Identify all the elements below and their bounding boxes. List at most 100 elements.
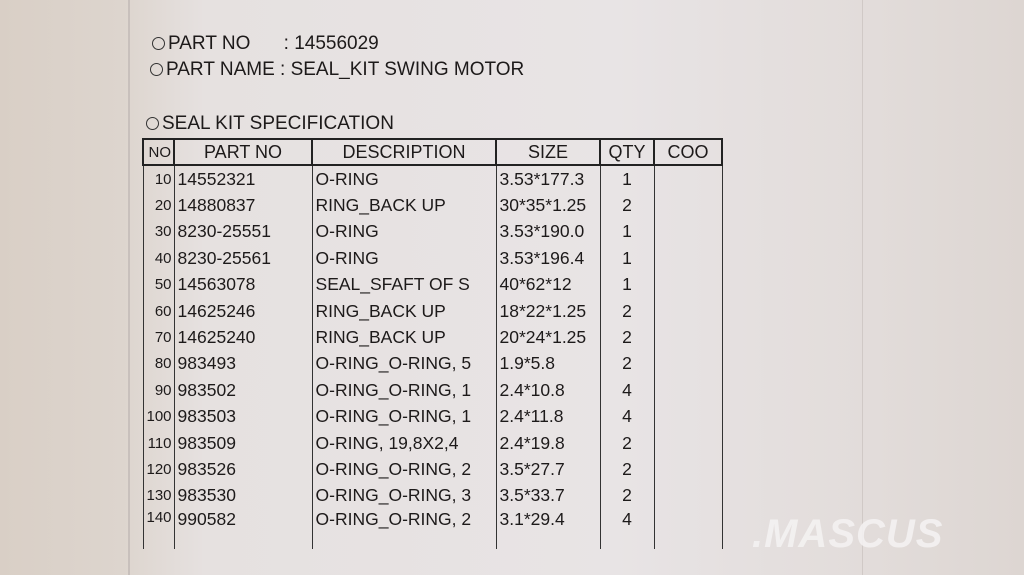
table-cell: 110 <box>142 429 175 457</box>
column-header: DESCRIPTION <box>311 138 498 166</box>
table-cell <box>653 218 723 246</box>
table-row: 20 14880837 RING_BACK UP 30*35*1.25 2 <box>142 192 723 219</box>
table-cell <box>653 324 723 351</box>
table-cell: 3.53*177.3 <box>495 165 601 193</box>
table-cell: 1 <box>599 218 655 246</box>
table-cell: 100 <box>142 403 175 430</box>
table-cell: 2 <box>599 324 655 351</box>
table-cell <box>653 297 723 325</box>
table-cell: 10 <box>142 165 175 193</box>
table-cell: 18*22*1.25 <box>495 297 601 325</box>
table-cell: O-RING_O-RING, 2 <box>311 509 497 550</box>
table-cell: 30 <box>142 218 175 246</box>
column-header: PART NO <box>173 138 314 166</box>
column-header: QTY <box>599 138 656 166</box>
table-cell: 40 <box>142 245 175 272</box>
table-cell: 983530 <box>173 482 313 510</box>
table-cell <box>653 165 723 193</box>
table-cell: 2.4*11.8 <box>495 403 601 430</box>
table-cell: 1 <box>599 271 655 298</box>
part-no-line: PART NO : 14556029 <box>152 33 379 55</box>
column-header: SIZE <box>495 138 602 166</box>
table-cell: 983509 <box>173 429 313 457</box>
table-cell: 120 <box>142 456 175 483</box>
circle-bullet-icon <box>146 117 159 130</box>
table-row: 140 990582 O-RING_O-RING, 2 3.1*29.4 4 <box>142 509 723 550</box>
table-cell <box>653 429 723 457</box>
table-cell: 20 <box>142 192 175 219</box>
seal-kit-table: NO PART NO DESCRIPTION SIZE QTY COO 10 1455232… <box>141 138 724 550</box>
table-cell: 2 <box>599 192 655 219</box>
circle-bullet-icon <box>150 63 163 76</box>
table-cell: 2 <box>599 297 655 325</box>
spec-title-line: SEAL KIT SPECIFICATION <box>146 113 394 135</box>
table-cell: 14880837 <box>173 192 313 219</box>
table-cell: 990582 <box>173 509 313 550</box>
table-cell: 14563078 <box>173 271 313 298</box>
table-cell: 8230-25551 <box>173 218 313 246</box>
table-cell <box>653 456 723 483</box>
spec-title: SEAL KIT SPECIFICATION <box>162 113 394 134</box>
table-header-row: NO PART NO DESCRIPTION SIZE QTY COO <box>141 138 724 166</box>
table-cell: 8230-25561 <box>173 245 313 272</box>
table-cell: 90 <box>142 377 175 404</box>
table-cell: 2 <box>599 429 655 457</box>
part-no-value: : 14556029 <box>283 33 379 54</box>
table-cell <box>653 377 723 404</box>
column-header: NO <box>141 138 176 166</box>
paper-edge <box>128 0 130 575</box>
table-row: 70 14625240 RING_BACK UP 20*24*1.25 2 <box>142 324 723 351</box>
table-cell: 1 <box>599 245 655 272</box>
table-cell: 983502 <box>173 377 313 404</box>
table-cell: O-RING_O-RING, 5 <box>311 350 497 378</box>
table-cell: 130 <box>142 482 175 510</box>
table-cell <box>653 192 723 219</box>
table-cell: 4 <box>599 403 655 430</box>
table-cell <box>653 482 723 510</box>
table-cell: 14625246 <box>173 297 313 325</box>
table-cell: 14552321 <box>173 165 313 193</box>
table-cell: 4 <box>599 377 655 404</box>
table-row: 110 983509 O-RING, 19,8X2,4 2.4*19.8 2 <box>142 429 723 457</box>
table-cell: O-RING, 19,8X2,4 <box>311 429 497 457</box>
table-cell: 14625240 <box>173 324 313 351</box>
table-row: 60 14625246 RING_BACK UP 18*22*1.25 2 <box>142 297 723 325</box>
table-cell: O-RING_O-RING, 1 <box>311 403 497 430</box>
mascus-watermark-logo: .MASCUS <box>752 512 944 556</box>
table-row: 80 983493 O-RING_O-RING, 5 1.9*5.8 2 <box>142 350 723 378</box>
table-cell: 983526 <box>173 456 313 483</box>
table-cell: 2.4*19.8 <box>495 429 601 457</box>
table-cell <box>653 271 723 298</box>
table-cell <box>653 509 723 550</box>
table-cell: 3.5*27.7 <box>495 456 601 483</box>
table-row: 120 983526 O-RING_O-RING, 2 3.5*27.7 2 <box>142 456 723 483</box>
table-cell: 30*35*1.25 <box>495 192 601 219</box>
table-row: 30 8230-25551 O-RING 3.53*190.0 1 <box>142 218 723 246</box>
part-name-label: PART NAME <box>166 59 275 80</box>
table-cell <box>653 245 723 272</box>
table-cell: 3.1*29.4 <box>495 509 601 550</box>
table-cell: 983503 <box>173 403 313 430</box>
table-row: 10 14552321 O-RING 3.53*177.3 1 <box>142 165 723 193</box>
table-cell: 140 <box>142 509 175 550</box>
part-name-value: : SEAL_KIT SWING MOTOR <box>280 59 525 80</box>
table-cell: 1 <box>599 165 655 193</box>
table-cell: RING_BACK UP <box>311 192 497 219</box>
table-cell: O-RING_O-RING, 2 <box>311 456 497 483</box>
table-cell: 2.4*10.8 <box>495 377 601 404</box>
table-cell: O-RING_O-RING, 3 <box>311 482 497 510</box>
circle-bullet-icon <box>152 37 165 50</box>
table-row: 50 14563078 SEAL_SFAFT OF S 40*62*12 1 <box>142 271 723 298</box>
table-cell: 2 <box>599 456 655 483</box>
table-cell: 3.53*190.0 <box>495 218 601 246</box>
table-row: 40 8230-25561 O-RING 3.53*196.4 1 <box>142 245 723 272</box>
table-cell: 80 <box>142 350 175 378</box>
table-cell: 40*62*12 <box>495 271 601 298</box>
table-cell: 3.53*196.4 <box>495 245 601 272</box>
table-cell: 2 <box>599 482 655 510</box>
table-row: 130 983530 O-RING_O-RING, 3 3.5*33.7 2 <box>142 482 723 510</box>
table-cell: SEAL_SFAFT OF S <box>311 271 497 298</box>
part-name-line: PART NAME : SEAL_KIT SWING MOTOR <box>150 59 524 81</box>
table-cell: 70 <box>142 324 175 351</box>
column-header: COO <box>653 138 724 166</box>
